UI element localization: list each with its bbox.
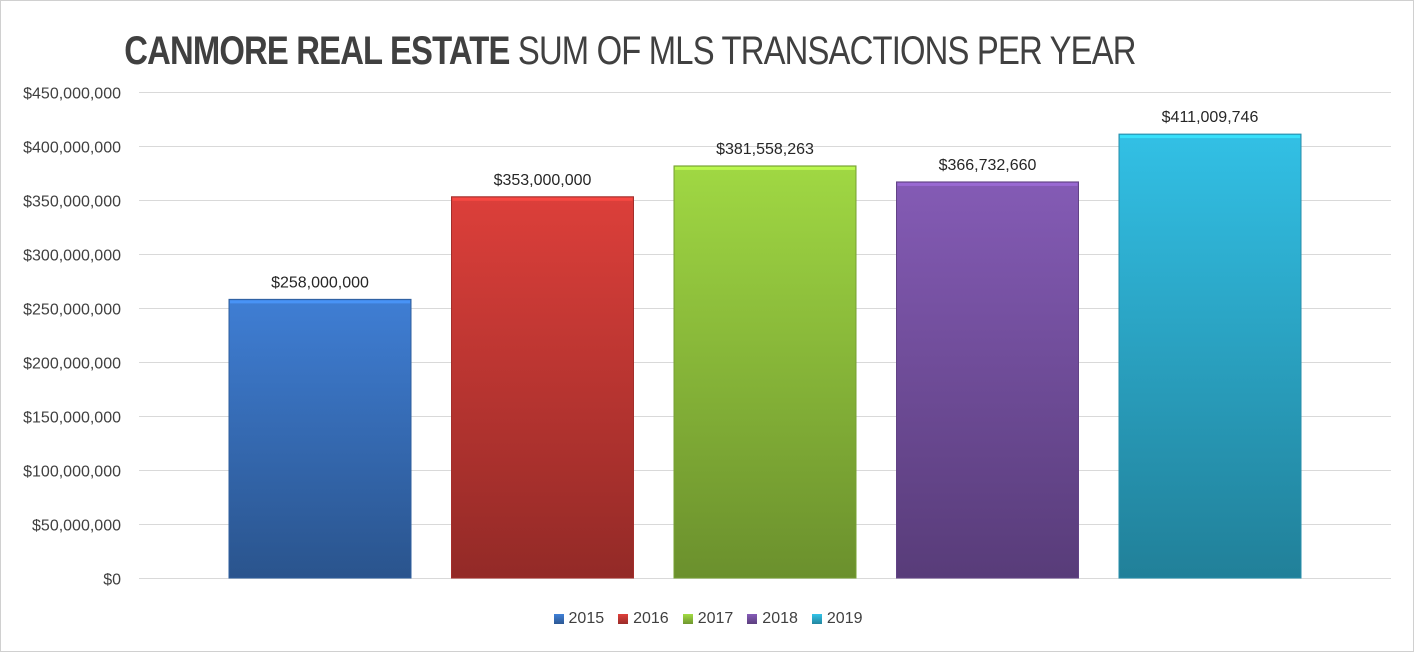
data-label-2015: $258,000,000 — [271, 274, 369, 291]
legend-item-2017: 2017 — [682, 610, 734, 628]
chart-title-rest: SUM OF MLS TRANSACTIONS PER YEAR — [517, 29, 1137, 73]
bar-chart: $0 $50,000,000 $100,000,000 $150,000,000 $20… — [23, 86, 1391, 589]
legend-label: 2015 — [568, 610, 605, 627]
data-label-2016: $353,000,000 — [494, 172, 592, 189]
y-tick-label: $150,000,000 — [23, 410, 121, 427]
y-tick-label: $300,000,000 — [23, 248, 121, 265]
y-tick-label: $0 — [103, 572, 121, 589]
legend-label: 2016 — [633, 610, 669, 627]
legend-item-2018: 2018 — [747, 610, 798, 628]
data-label-2017: $381,558,263 — [716, 141, 814, 158]
bar-highlight — [675, 166, 855, 170]
legend-swatch — [747, 614, 758, 624]
y-tick-label: $200,000,000 — [23, 356, 121, 373]
bar-highlight — [230, 300, 410, 304]
legend-swatch — [811, 614, 822, 624]
chart-title-bold: CANMORE REAL ESTATE — [124, 29, 510, 73]
data-labels: $258,000,000 $353,000,000 $381,558,263 $366… — [271, 109, 1258, 291]
y-tick-label: $50,000,000 — [32, 518, 121, 535]
y-tick-label: $450,000,000 — [23, 86, 121, 103]
bar-2015 — [228, 298, 412, 579]
data-label-2018: $366,732,660 — [939, 157, 1037, 174]
legend-swatch — [682, 614, 693, 624]
legend-item-2016: 2016 — [618, 610, 669, 628]
y-tick-label: $250,000,000 — [23, 302, 121, 319]
bar-2018 — [896, 181, 1079, 579]
legend-label: 2019 — [826, 610, 863, 627]
bar-2016 — [451, 196, 634, 579]
y-axis: $0 $50,000,000 $100,000,000 $150,000,000 $20… — [23, 86, 121, 589]
legend-label: 2017 — [697, 610, 734, 627]
legend: 2015 2016 2017 2018 2019 — [1, 610, 1414, 628]
bars — [228, 133, 1302, 579]
legend-item-2019: 2019 — [811, 610, 863, 628]
chart-title: CANMORE REAL ESTATE SUM OF MLS TRANSACTI… — [1, 29, 1259, 74]
legend-swatch — [553, 614, 564, 624]
bar-highlight — [897, 182, 1078, 186]
bar-highlight — [1120, 135, 1300, 139]
bar-2019 — [1118, 133, 1302, 579]
y-tick-label: $400,000,000 — [23, 140, 121, 157]
legend-item-2015: 2015 — [553, 610, 605, 628]
bar-highlight — [452, 197, 633, 201]
bar-2017 — [673, 165, 857, 579]
legend-label: 2018 — [762, 610, 798, 627]
y-tick-label: $100,000,000 — [23, 464, 121, 481]
legend-swatch — [618, 614, 629, 624]
data-label-2019: $411,009,746 — [1162, 109, 1259, 126]
y-tick-label: $350,000,000 — [23, 194, 121, 211]
